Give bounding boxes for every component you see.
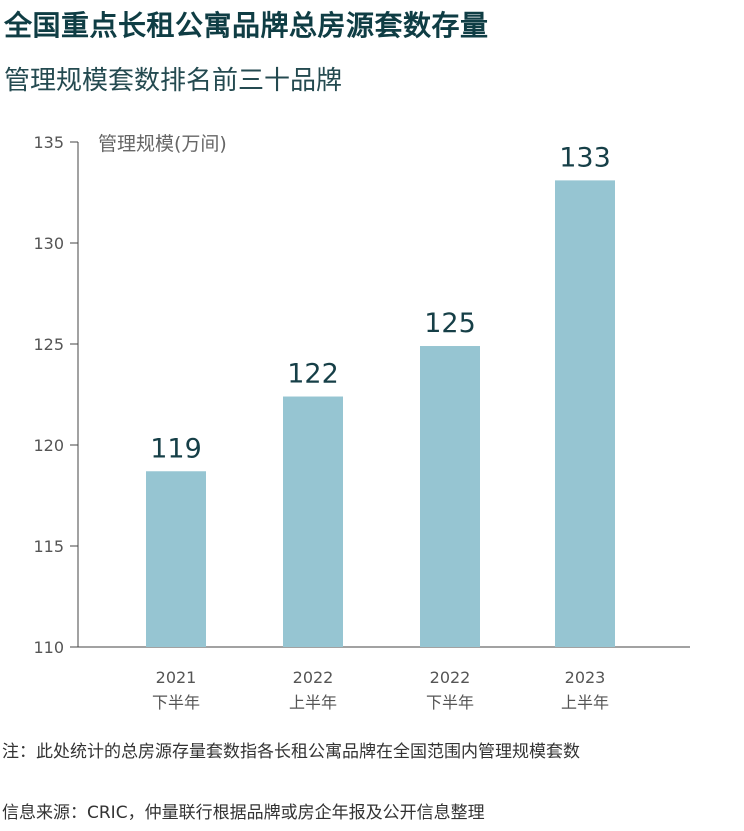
y-tick-label: 115: [33, 537, 64, 556]
bar: [146, 471, 206, 647]
x-tick-label-year: 2022: [430, 668, 471, 687]
y-tick-label: 135: [33, 133, 64, 152]
data-label: 122: [287, 359, 339, 390]
y-tick-label: 125: [33, 335, 64, 354]
x-tick-label-half: 上半年: [561, 693, 609, 712]
bar: [420, 346, 480, 647]
y-axis-label: 管理规模(万间): [98, 133, 227, 155]
bar: [283, 396, 343, 647]
chart-title: 全国重点长租公寓品牌总房源套数存量: [4, 9, 489, 42]
x-tick-label-half: 上半年: [289, 693, 337, 712]
chart-subtitle: 管理规模套数排名前三十品牌: [4, 66, 343, 96]
data-label: 133: [559, 142, 611, 173]
x-tick-label-half: 下半年: [152, 693, 200, 712]
bar: [555, 180, 615, 647]
bar-chart: 135 130 125 120 115 110 管理规模(万间) 119 2021 下半年 122 2…: [33, 133, 690, 712]
chart-note: 注：此处统计的总房源存量套数指各长租公寓品牌在全国范围内管理规模套数: [2, 742, 580, 762]
x-tick-label-half: 下半年: [426, 693, 474, 712]
data-label: 119: [150, 433, 202, 464]
x-tick-label-year: 2021: [156, 668, 197, 687]
y-tick-label: 120: [33, 436, 64, 455]
y-tick-label: 130: [33, 234, 64, 253]
y-tick-label: 110: [33, 638, 64, 657]
chart-source: 信息来源：CRIC，仲量联行根据品牌或房企年报及公开信息整理: [2, 803, 485, 823]
data-label: 125: [424, 308, 476, 339]
x-tick-label-year: 2023: [565, 668, 606, 687]
x-tick-label-year: 2022: [293, 668, 334, 687]
